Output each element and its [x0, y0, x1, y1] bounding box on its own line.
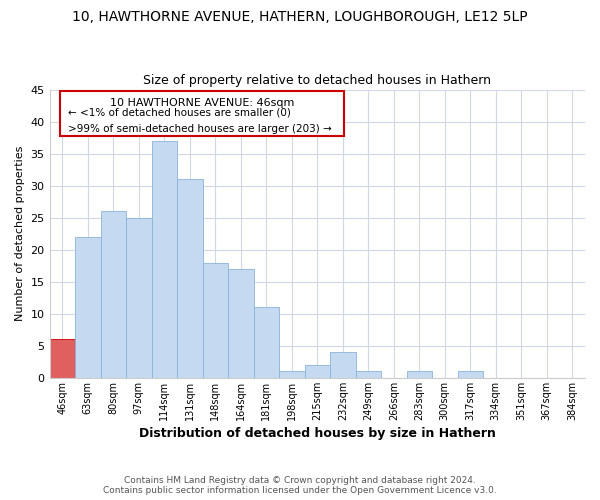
FancyBboxPatch shape — [60, 91, 344, 136]
Bar — [305, 365, 330, 378]
Bar — [228, 269, 254, 378]
Bar — [458, 372, 483, 378]
Bar — [152, 141, 177, 378]
Text: 10, HAWTHORNE AVENUE, HATHERN, LOUGHBOROUGH, LE12 5LP: 10, HAWTHORNE AVENUE, HATHERN, LOUGHBORO… — [72, 10, 528, 24]
Bar — [126, 218, 152, 378]
Bar — [75, 237, 101, 378]
Bar — [203, 262, 228, 378]
Bar — [50, 340, 75, 378]
Text: 10 HAWTHORNE AVENUE: 46sqm: 10 HAWTHORNE AVENUE: 46sqm — [110, 98, 295, 108]
Text: ← <1% of detached houses are smaller (0): ← <1% of detached houses are smaller (0) — [68, 108, 291, 118]
Y-axis label: Number of detached properties: Number of detached properties — [15, 146, 25, 322]
Bar — [101, 212, 126, 378]
Bar — [279, 372, 305, 378]
Text: >99% of semi-detached houses are larger (203) →: >99% of semi-detached houses are larger … — [68, 124, 332, 134]
Title: Size of property relative to detached houses in Hathern: Size of property relative to detached ho… — [143, 74, 491, 87]
Bar — [330, 352, 356, 378]
Bar — [356, 372, 381, 378]
Bar — [177, 180, 203, 378]
Text: Contains HM Land Registry data © Crown copyright and database right 2024.
Contai: Contains HM Land Registry data © Crown c… — [103, 476, 497, 495]
Bar — [254, 308, 279, 378]
Bar — [407, 372, 432, 378]
X-axis label: Distribution of detached houses by size in Hathern: Distribution of detached houses by size … — [139, 427, 496, 440]
